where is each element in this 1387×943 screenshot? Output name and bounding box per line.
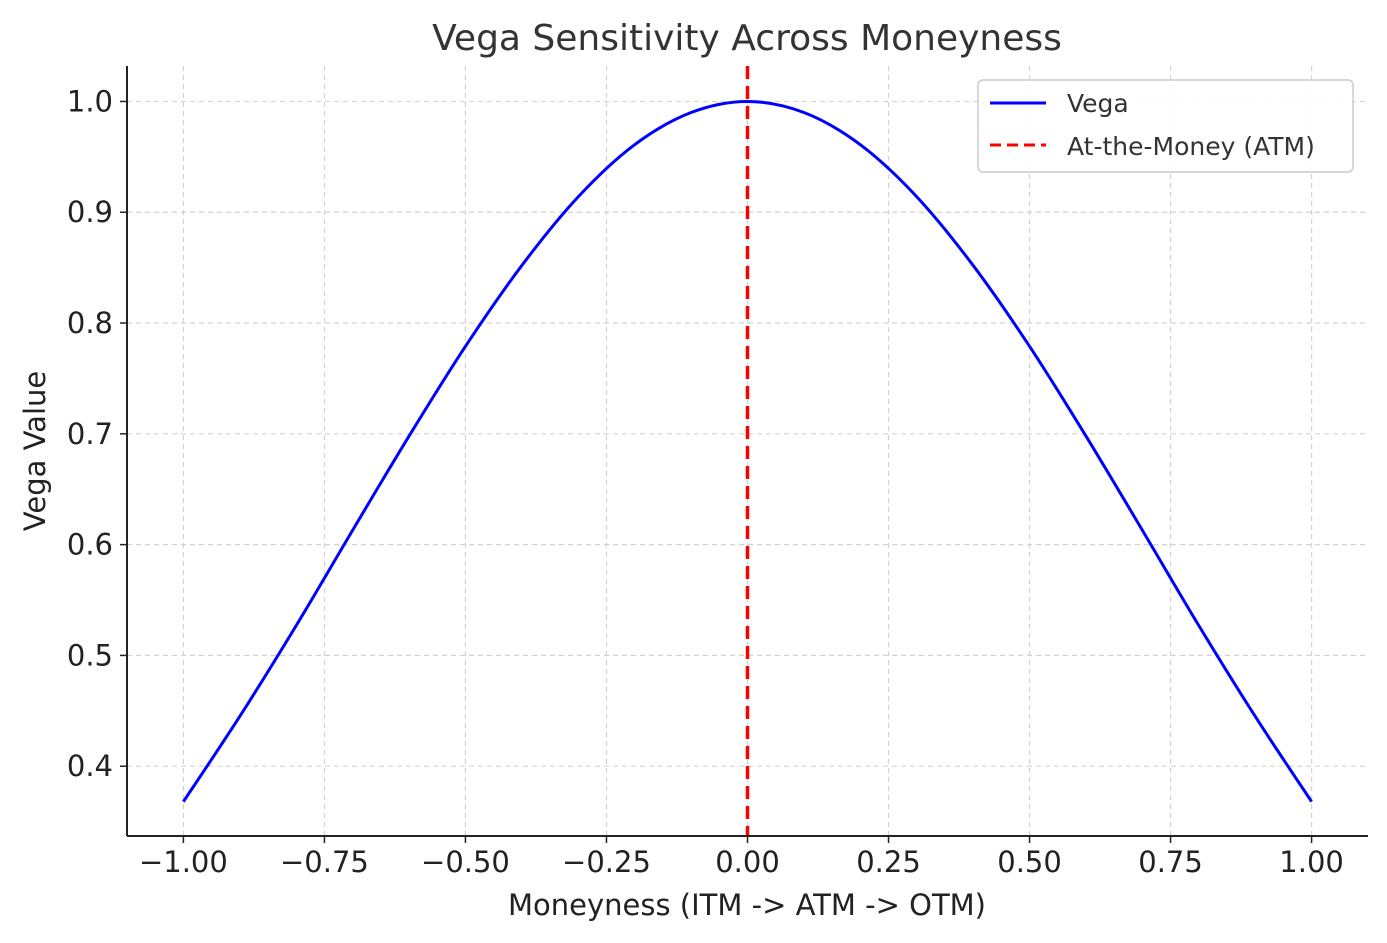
series-line-vega — [182, 99, 1313, 803]
y-tick-label: 0.9 — [67, 195, 113, 229]
x-axis-label: Moneyness (ITM -> ATM -> OTM) — [508, 888, 986, 922]
legend-label-atm: At-the-Money (ATM) — [1067, 132, 1315, 161]
x-tick-label: 0.50 — [997, 845, 1062, 879]
y-tick-label: 0.6 — [67, 528, 113, 562]
x-tick-label: −0.75 — [280, 845, 369, 879]
y-tick-label: 0.5 — [67, 638, 113, 672]
legend: Vega At-the-Money (ATM) — [977, 79, 1354, 173]
y-axis-label: Vega Value — [18, 371, 52, 531]
y-tick-label: 1.0 — [67, 84, 113, 118]
x-tick-label: 0.75 — [1138, 845, 1203, 879]
x-tick-label: 0.25 — [856, 845, 921, 879]
x-tick-label: 1.00 — [1279, 845, 1344, 879]
x-tick-label: −0.50 — [421, 845, 510, 879]
series-layer — [182, 66, 1313, 836]
y-tick-label: 0.7 — [67, 417, 113, 451]
y-tick-label: 0.8 — [67, 306, 113, 340]
legend-label-vega: Vega — [1067, 89, 1129, 118]
y-ticks: 0.4 0.5 0.6 0.7 0.8 0.9 1.0 — [67, 84, 127, 783]
x-tick-label: −0.25 — [562, 845, 651, 879]
x-tick-label: −1.00 — [139, 845, 228, 879]
y-tick-label: 0.4 — [67, 749, 113, 783]
chart-title: Vega Sensitivity Across Moneyness — [432, 18, 1062, 59]
x-ticks: −1.00 −0.75 −0.50 −0.25 0.00 0.25 0.50 0.75 1.00 — [139, 836, 1344, 879]
legend-box — [977, 79, 1354, 173]
x-tick-label: 0.00 — [715, 845, 780, 879]
